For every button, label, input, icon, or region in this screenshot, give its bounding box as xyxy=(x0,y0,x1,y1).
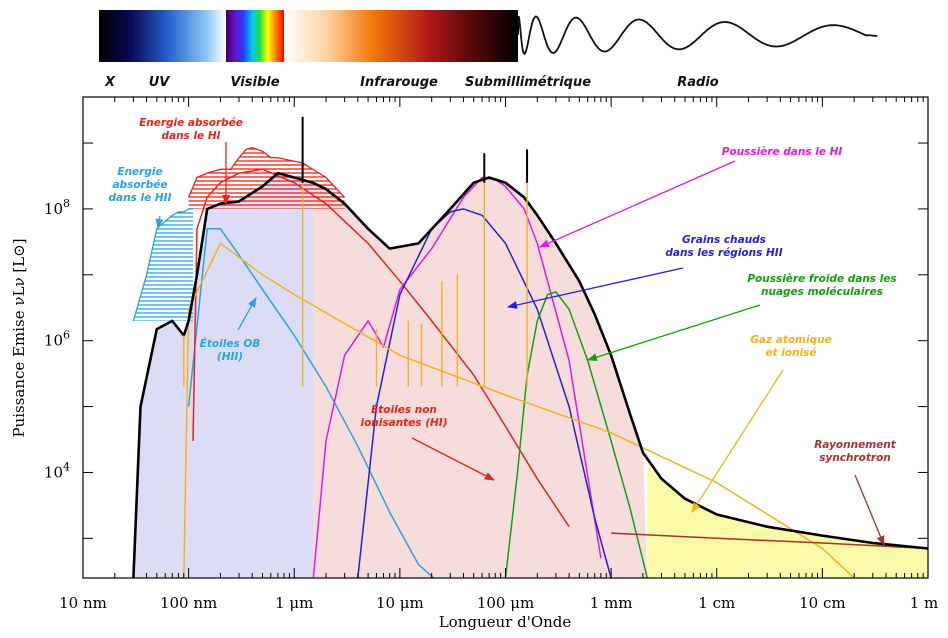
hi-absorbed-hatch xyxy=(188,147,345,209)
band-label-radio: Radio xyxy=(677,75,719,90)
infrared-band xyxy=(284,10,518,62)
band-label-submm: Submillimétrique xyxy=(465,75,591,90)
annotation-label: Energie absorbée dans le HI xyxy=(139,117,243,142)
spectrum-bar: X UV Visible Infrarouge Submillimétrique… xyxy=(99,10,878,90)
axis-tick-labels: 10 nm 100 nm 1 μm 10 μm 100 μm 1 mm 1 cm 10 cm 1… xyxy=(44,197,938,612)
annotation-arrow xyxy=(539,160,736,248)
total-line xyxy=(132,171,928,578)
y-tick-label: 106 xyxy=(44,329,70,350)
annotation-label: Energie absorbée dans le HII xyxy=(109,166,172,204)
radio-region-fill xyxy=(647,464,928,578)
x-tick-label: 100 μm xyxy=(477,594,534,612)
hot-grains-line xyxy=(357,208,612,578)
annotation-label: Grains chauds dans les régions HII xyxy=(665,234,782,259)
area-fills xyxy=(133,147,928,578)
annotation-arrow xyxy=(691,369,784,513)
x-tick-label: 1 μm xyxy=(275,594,313,612)
annotation-arrow xyxy=(507,267,684,309)
x-tick-label: 10 nm xyxy=(59,594,107,612)
series-lines xyxy=(132,116,928,578)
annotation-arrow xyxy=(854,474,885,546)
annotation-label: Poussière froide dans les nuages molécula… xyxy=(747,273,896,298)
band-label-x: X xyxy=(104,75,116,90)
x-tick-label: 10 μm xyxy=(376,594,424,612)
annotation-label: Étoiles non ionisantes (HI) xyxy=(360,403,447,429)
stellar-region-fill xyxy=(133,173,313,578)
annotation-label: Poussière dans le HI xyxy=(722,146,843,158)
band-label-infrared: Infrarouge xyxy=(360,75,438,90)
x-tick-label: 1 cm xyxy=(698,594,735,612)
x-axis-label: Longueur d'Onde xyxy=(439,613,572,631)
annotation-arrow xyxy=(155,215,164,229)
annotation-label: Gaz atomique et ionisé xyxy=(750,334,831,359)
y-axis-label: Puissance Emise νLν [L⊙] xyxy=(10,238,28,437)
annotation-arrow xyxy=(587,304,761,362)
radio-wave xyxy=(517,15,878,56)
annotation-arrow xyxy=(237,297,257,331)
hii-absorbed-hatch xyxy=(133,208,193,321)
y-tick-label: 108 xyxy=(44,197,70,218)
cold-dust-line xyxy=(504,291,649,578)
x-tick-label: 10 cm xyxy=(799,594,845,612)
annotation-arrow xyxy=(411,437,495,481)
axis-ticks xyxy=(82,97,929,578)
band-label-visible: Visible xyxy=(230,75,279,90)
dust-hi-line xyxy=(312,176,602,578)
hi-absorbed-line xyxy=(188,147,346,198)
ob-stars-line xyxy=(187,228,435,578)
y-tick-label: 104 xyxy=(44,460,70,481)
annotation-label: Étoiles OB (HII) xyxy=(200,337,261,363)
annotations: Energie absorbée dans le HI Energie absorbé… xyxy=(109,117,897,546)
band-label-uv: UV xyxy=(149,75,171,90)
x-tick-label: 1 m xyxy=(910,594,939,612)
synchrotron-line xyxy=(611,532,928,550)
visible-band xyxy=(226,10,284,62)
gas-line xyxy=(183,242,855,578)
annotation-label: Rayonnement synchrotron xyxy=(814,439,897,464)
dust-region-fill xyxy=(309,177,648,578)
non-ionizing-stars-line xyxy=(192,168,570,528)
hii-absorbed-line xyxy=(132,208,193,322)
x-tick-label: 1 mm xyxy=(590,594,633,612)
uv-band xyxy=(99,10,226,62)
x-tick-label: 100 nm xyxy=(160,594,217,612)
